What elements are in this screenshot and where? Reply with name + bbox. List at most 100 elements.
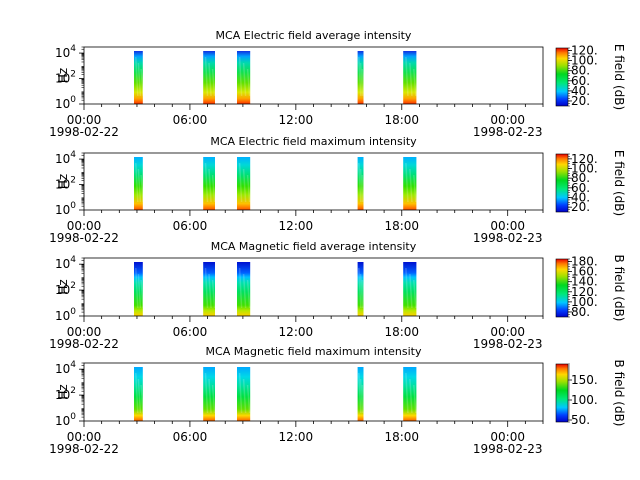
colorbar xyxy=(555,153,569,213)
spectrogram-texture xyxy=(208,168,212,203)
x-date-label: 1998-02-23 xyxy=(473,125,543,139)
spectrogram-texture xyxy=(135,56,139,97)
y-tick-label: 100 xyxy=(55,201,76,217)
y-tick-label: 104 xyxy=(55,150,76,166)
spectrogram-texture xyxy=(413,174,417,203)
spectrogram-texture xyxy=(208,62,212,97)
colorbar-tick-label: 50. xyxy=(571,413,590,427)
spectrogram-texture xyxy=(208,273,212,309)
spectrogram-texture xyxy=(140,174,144,203)
spectrogram-texture xyxy=(204,372,209,414)
x-date-label: 1998-02-23 xyxy=(473,442,543,456)
panel-title: MCA Magnetic field average intensity xyxy=(211,240,417,253)
x-tick-label: 00:00 xyxy=(67,325,102,339)
spectrogram-block xyxy=(357,262,364,316)
spectrogram-texture xyxy=(204,162,209,203)
colorbar-tick-label: 60. xyxy=(571,74,590,88)
plot-frame xyxy=(83,257,544,317)
x-tick-label: 00:00 xyxy=(67,113,102,127)
x-date-label: 1998-02-22 xyxy=(49,231,119,245)
panel-3: MCA Magnetic field average intensity 100 1… xyxy=(49,240,626,351)
spectrogram-texture xyxy=(409,273,413,309)
x-tick-label: 00:00 xyxy=(490,325,525,339)
y-axis-label: Hz xyxy=(56,174,70,189)
spectrogram-texture xyxy=(140,384,144,414)
spectrogram-block xyxy=(403,157,417,210)
spectrogram-block xyxy=(203,262,215,316)
spectrogram-block xyxy=(134,367,143,421)
spectrogram-block xyxy=(403,262,417,316)
spectrogram-texture xyxy=(405,162,409,203)
y-tick-label: 100 xyxy=(55,412,76,428)
colorbar-tick-label: 120. xyxy=(571,152,598,166)
panel-4: MCA Magnetic field maximum intensity 100 1… xyxy=(49,345,626,456)
y-tick-label: 100 xyxy=(55,95,76,111)
spectrogram-block xyxy=(134,157,143,210)
spectrogram-texture xyxy=(137,378,142,414)
colorbar-tick-label: 150. xyxy=(571,373,598,387)
x-tick-label: 12:00 xyxy=(279,219,314,233)
y-tick-label: 102 xyxy=(55,70,76,86)
x-tick-label: 00:00 xyxy=(490,219,525,233)
colorbar-tick-label: 120. xyxy=(571,285,598,299)
spectrogram-texture xyxy=(413,68,417,97)
spectrogram-block xyxy=(203,157,215,210)
spectrogram-texture xyxy=(358,162,362,203)
spectrogram-texture xyxy=(238,56,243,97)
colorbar-label: E field (dB) xyxy=(612,150,626,216)
colorbar-label: B field (dB) xyxy=(612,360,626,427)
spectrogram-texture xyxy=(359,62,364,97)
spectrogram-block xyxy=(403,367,417,421)
colorbar xyxy=(555,258,569,318)
y-axis-label: Hz xyxy=(56,68,70,83)
spectrogram-texture xyxy=(140,279,144,309)
spectrogram-texture xyxy=(358,267,362,309)
x-tick-label: 18:00 xyxy=(384,430,419,444)
colorbar-tick-label: 100. xyxy=(571,295,598,309)
spectrogram-texture xyxy=(211,279,216,309)
x-tick-label: 00:00 xyxy=(490,113,525,127)
spectrogram-texture xyxy=(405,372,409,414)
colorbar-tick-label: 140. xyxy=(571,275,598,289)
colorbar-tick-label: 80. xyxy=(571,305,590,319)
colorbar xyxy=(555,363,569,423)
x-tick-label: 06:00 xyxy=(173,113,208,127)
x-tick-label: 12:00 xyxy=(279,325,314,339)
x-tick-label: 06:00 xyxy=(173,219,208,233)
spectrogram-texture xyxy=(242,273,247,309)
y-tick-label: 100 xyxy=(55,307,76,323)
spectrogram-texture xyxy=(242,378,247,414)
panel-title: MCA Electric field average intensity xyxy=(216,29,412,42)
colorbar-tick-label: 100. xyxy=(571,162,598,176)
colorbar-tick-label: 180. xyxy=(571,255,598,269)
spectrogram-texture xyxy=(211,174,216,203)
spectrogram-texture xyxy=(137,273,142,309)
spectrogram-texture xyxy=(405,56,409,97)
spectrogram-block xyxy=(134,262,143,316)
spectrogram-texture xyxy=(246,279,251,309)
colorbar-tick-label: 80. xyxy=(571,64,590,78)
colorbar-tick-label: 160. xyxy=(571,265,598,279)
y-axis-label: Hz xyxy=(56,279,70,294)
x-date-label: 1998-02-22 xyxy=(49,337,119,351)
spectrogram-texture xyxy=(358,56,362,97)
spectrogram-block xyxy=(203,367,215,421)
colorbar xyxy=(555,47,569,107)
panel-title: MCA Electric field maximum intensity xyxy=(210,135,417,148)
x-tick-label: 06:00 xyxy=(173,430,208,444)
panel-2: MCA Electric field maximum intensity 100 1… xyxy=(49,135,626,245)
spectrogram-texture xyxy=(238,267,243,309)
x-tick-label: 00:00 xyxy=(67,219,102,233)
x-tick-label: 12:00 xyxy=(279,113,314,127)
spectrogram-texture xyxy=(242,62,247,97)
colorbar-tick-label: 40. xyxy=(571,191,590,205)
y-tick-label: 104 xyxy=(55,255,76,271)
panel-1: MCA Electric field average intensity 100 1… xyxy=(49,29,626,139)
spectrogram-texture xyxy=(137,168,142,203)
x-date-label: 1998-02-23 xyxy=(473,337,543,351)
spectrogram-texture xyxy=(358,372,362,414)
x-tick-label: 06:00 xyxy=(173,325,208,339)
spectrogram-texture xyxy=(204,267,209,309)
spectrogram-texture xyxy=(361,279,366,309)
spectrogram-block xyxy=(403,51,417,104)
